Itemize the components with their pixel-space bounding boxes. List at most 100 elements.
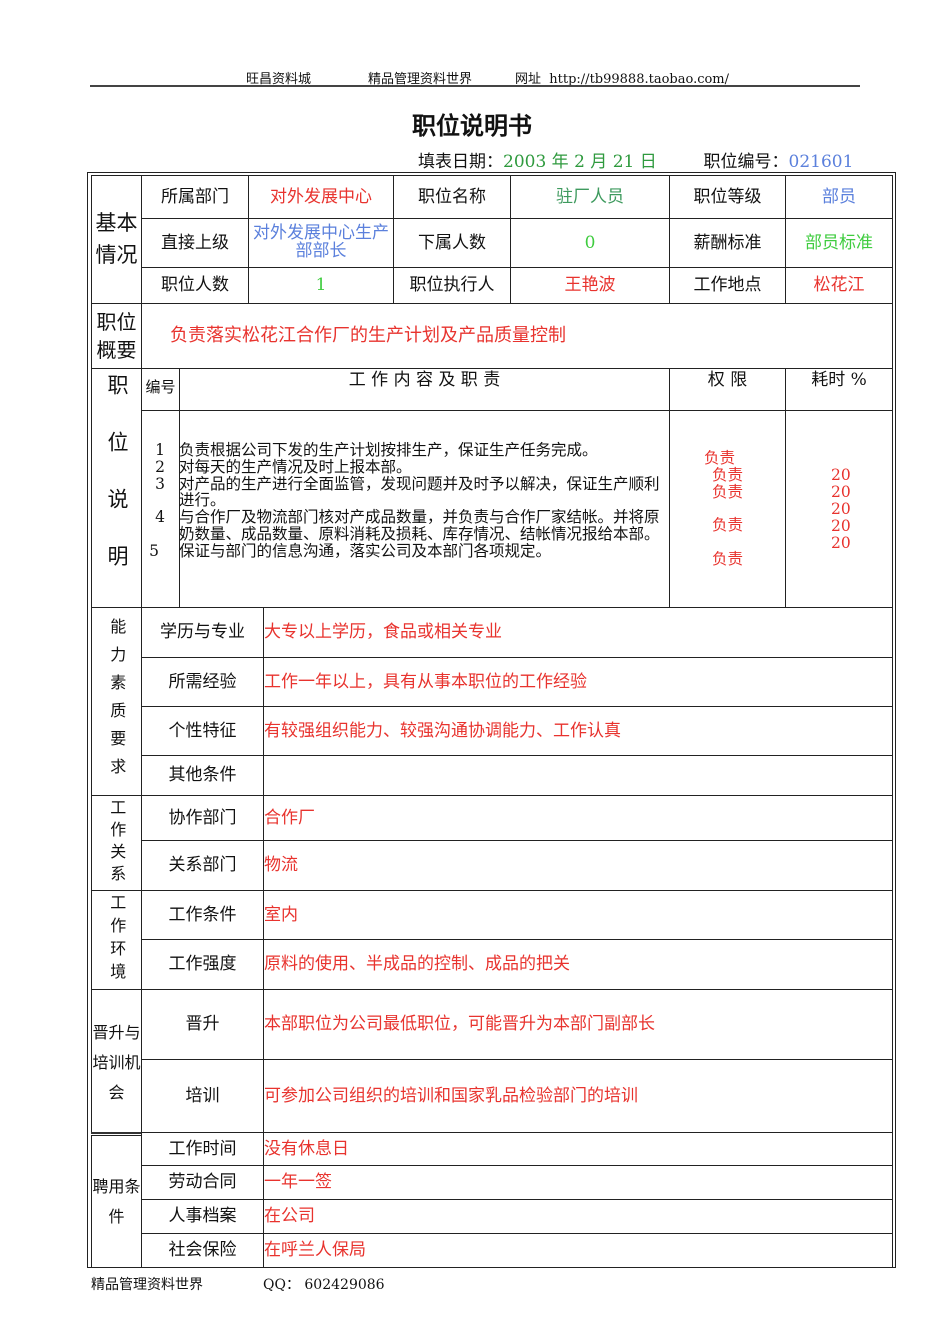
hiring-label: 劳动合同 (141, 1165, 264, 1200)
boss-value: 对外发展中心生产部部长 (248, 218, 394, 268)
auth-4: 负责 (712, 516, 744, 534)
duty-no: 2 (155, 457, 165, 476)
env-value: 原料的使用、半成品的控制、成品的把关 (263, 939, 893, 990)
pos-value: 驻厂人员 (510, 175, 670, 219)
duty-item: 5 保证与部门的信息沟通，落实公司及本部门各项规定。 (141, 541, 669, 560)
hiring-value: 没有休息日 (263, 1132, 893, 1166)
level-value: 部员 (785, 175, 893, 219)
pos-label: 职位名称 (393, 175, 511, 219)
content-header: 工 作 内 容 及 职 责 (179, 368, 670, 411)
ability-value: 大专以上学历，食品或相关专业 (263, 607, 893, 658)
auth-1: 负责 (704, 449, 736, 467)
duty-item: 1 负责根据公司下发的生产计划按排生产，保证生产任务完成。 (141, 442, 669, 459)
boss-label: 直接上级 (141, 218, 249, 268)
duty-text: 保证与部门的信息沟通，落实公司及本部门各项规定。 (179, 541, 552, 560)
duty-item: 3 对产品的生产进行全面监管，发现问题并及时予以解决，保证生产顺利进行。 (141, 474, 669, 510)
relations-section-label: 工作关系 (91, 795, 142, 891)
hiring-value: 一年一签 (263, 1165, 893, 1200)
dept-label: 所属部门 (141, 175, 249, 219)
exec-label: 职位执行人 (393, 267, 511, 304)
relation-label: 关系部门 (141, 840, 264, 891)
relation-label: 协作部门 (141, 795, 264, 841)
promotion-section-label: 晋升与培训机会 (91, 989, 142, 1133)
exec-value: 王艳波 (510, 267, 670, 304)
duty-no: 5 (149, 541, 159, 560)
footer-left: 精品管理资料世界 (91, 1277, 203, 1293)
ability-value (263, 755, 893, 796)
env-label: 工作条件 (141, 890, 264, 940)
place-value: 松花江 (785, 267, 893, 304)
time-5: 20 (831, 534, 851, 552)
ability-label: 学历与专业 (141, 607, 264, 658)
time-4: 20 (831, 517, 851, 535)
code-label: 职位编号： (703, 152, 789, 172)
pay-value: 部员标准 (785, 218, 893, 268)
time-2: 20 (831, 483, 851, 501)
ability-label: 其他条件 (141, 755, 264, 796)
count-label: 职位人数 (141, 267, 249, 304)
sub-label: 下属人数 (393, 218, 511, 268)
promotion-label: 晋升 (141, 989, 264, 1060)
place-label: 工作地点 (669, 267, 786, 304)
time-1: 20 (831, 466, 851, 484)
table-frame (87, 172, 896, 1268)
auth-header: 权 限 (669, 368, 786, 411)
hiring-section-label: 聘用条件 (91, 1135, 142, 1268)
duties-section-label: 职位说明 (91, 368, 142, 608)
time-header: 耗时 % (785, 368, 893, 411)
dept-value: 对外发展中心 (248, 175, 394, 219)
summary-label: 职位概要 (91, 303, 142, 369)
count-value: 1 (248, 267, 394, 304)
sub-value: 0 (510, 218, 670, 268)
duty-text: 对产品的生产进行全面监管，发现问题并及时予以解决，保证生产顺利进行。 (179, 474, 660, 510)
promotion-value: 本部职位为公司最低职位，可能晋升为本部门副部长 (263, 989, 893, 1060)
environment-section-label: 工作环境 (91, 890, 142, 990)
duty-text: 与合作厂及物流部门核对产成品数量，并负责与合作厂家结帐。并将原奶数量、成品数量、… (179, 508, 660, 543)
training-label: 培训 (141, 1059, 264, 1133)
duty-item: 4 与合作厂及物流部门核对产成品数量，并负责与合作厂家结帐。并将原奶数量、成品数量… (141, 509, 669, 543)
auth-3: 负责 (712, 483, 744, 501)
code-value: 021601 (788, 152, 854, 172)
hiring-label: 工作时间 (141, 1132, 264, 1166)
env-value: 室内 (263, 890, 893, 940)
ability-label: 个性特征 (141, 706, 264, 756)
training-value: 可参加公司组织的培训和国家乳品检验部门的培训 (263, 1059, 893, 1133)
auth-cell (669, 410, 786, 608)
summary-text: 负责落实松花江合作厂的生产计划及产品质量控制 (141, 303, 893, 369)
duty-item: 2 对每天的生产情况及时上报本部。 (141, 457, 669, 476)
basic-section-label: 基本情况 (91, 175, 142, 304)
num-header: 编号 (141, 368, 180, 411)
meta-line: 填表日期：2003 年 2 月 21 日 职位编号：021601 (418, 147, 853, 172)
hiring-value: 在呼兰人保局 (263, 1233, 893, 1268)
hiring-label: 人事档案 (141, 1199, 264, 1234)
header-rule (90, 85, 860, 87)
duty-no: 1 (155, 441, 165, 459)
env-label: 工作强度 (141, 939, 264, 990)
hiring-value: 在公司 (263, 1199, 893, 1234)
double-rule (91, 1132, 142, 1137)
pay-label: 薪酬标准 (669, 218, 786, 268)
duty-text: 对每天的生产情况及时上报本部。 (179, 457, 412, 476)
hiring-label: 社会保险 (141, 1233, 264, 1268)
ability-section-label: 能力素质要求 (91, 607, 142, 796)
relation-value: 合作厂 (263, 795, 893, 841)
header-middle: 精品管理资料世界 (368, 72, 473, 87)
table-bottom-rule (87, 1267, 896, 1268)
ability-label: 所需经验 (141, 657, 264, 707)
url-link[interactable]: http://tb99888.taobao.com/ (549, 72, 730, 87)
page-title: 职位说明书 (412, 111, 532, 140)
time-3: 20 (831, 500, 851, 518)
relation-value: 物流 (263, 840, 893, 891)
duty-no: 4 (155, 508, 165, 527)
auth-2: 负责 (712, 466, 744, 484)
duty-no: 3 (155, 474, 165, 493)
footer-qq: QQ： 602429086 (263, 1277, 385, 1293)
url-label: 网址 (515, 72, 542, 87)
header-url: 网址 http://tb99888.taobao.com/ (515, 68, 729, 87)
level-label: 职位等级 (669, 175, 786, 219)
header-left: 旺昌资料城 (246, 72, 312, 87)
date-label: 填表日期： (418, 152, 503, 172)
date-value: 2003 年 2 月 21 日 (503, 152, 657, 172)
ability-value: 有较强组织能力、较强沟通协调能力、工作认真 (263, 706, 893, 756)
